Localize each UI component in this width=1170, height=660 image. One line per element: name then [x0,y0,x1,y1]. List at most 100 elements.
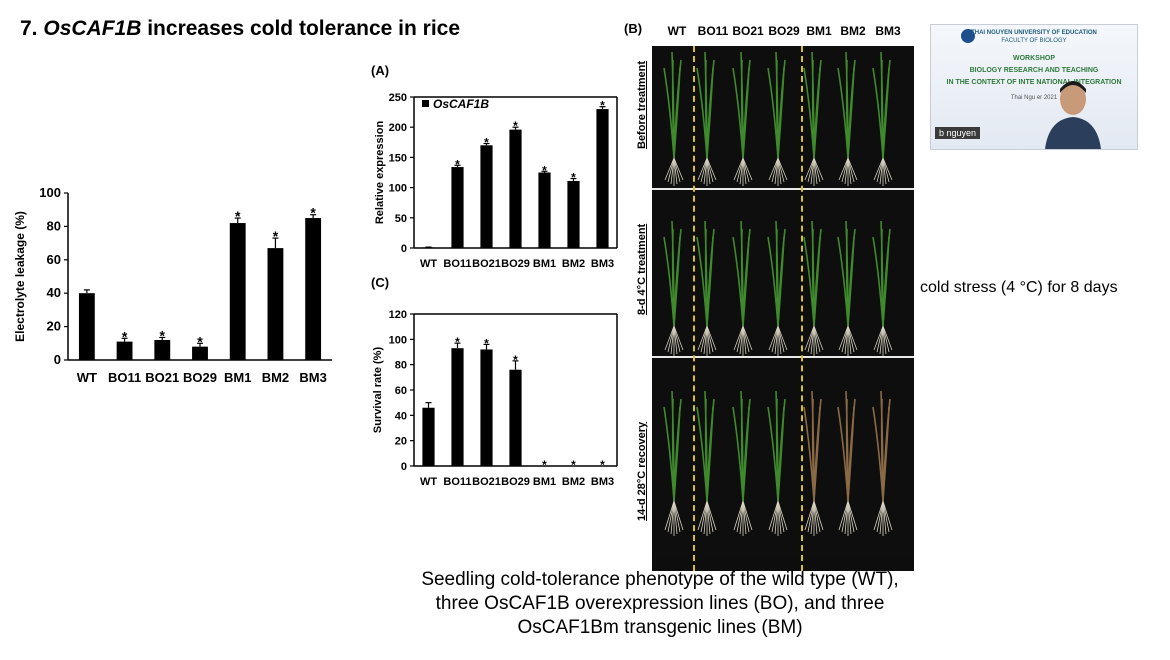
category-label-wt: WT [420,476,437,488]
seedling-root [768,157,779,181]
row-label-cold: 8-d 4°C treatment [636,223,648,315]
bar-wt [422,407,435,466]
seedling-root [706,325,714,353]
seedling-leaf [742,236,750,327]
seedling-group [696,220,717,356]
bar-bo11 [451,348,464,466]
video-call-overlay[interactable]: THAI NGUYEN UNIVERSITY OF EDUCATION FACU… [930,24,1138,150]
seedling-leaf [882,67,890,159]
seedling-group [732,220,753,356]
presenter-avatar [1045,81,1101,149]
category-label-bo21: BO21 [145,370,179,385]
category-label-wt: WT [420,258,437,270]
seedling-root [774,325,779,355]
title-prefix: 7. [20,17,44,40]
significance-star: * [571,171,576,185]
seedling-group [732,390,753,536]
seedling-root [844,500,849,535]
seedling-root [700,325,708,353]
seedling-root [742,157,753,181]
category-label-bm1: BM1 [533,476,556,488]
y-tick-label: 100 [39,185,61,200]
row-label-recovery: 14-d 28°C recovery [636,421,648,521]
y-tick-label: 120 [389,309,407,321]
seedling-root [847,500,852,535]
seedling-root [777,325,782,355]
y-tick-label: 100 [389,183,407,195]
significance-star: * [310,205,316,221]
seedling-root [804,325,815,351]
seedling-leaf [706,67,714,159]
legend-label: OsCAF1B [433,97,489,111]
seedling-leaf [813,67,821,159]
seedling-root [742,325,753,351]
seedling-leaf [882,406,890,502]
title-gene: OsCAF1B [43,17,142,40]
seedling-root [838,157,849,181]
seedling-root [879,500,884,535]
seedling-root [838,325,849,351]
y-tick-label: 20 [395,436,407,448]
col-head-bo11: BO11 [697,24,729,38]
seedling-group [837,220,858,356]
seedling-group [663,390,684,536]
significance-star: * [197,333,203,349]
seedling-root [664,500,675,531]
seedling-root [673,157,678,185]
seedling-root [810,157,815,185]
significance-star: * [484,336,489,350]
seedling-root [844,157,849,185]
y-tick-label: 20 [47,319,61,334]
significance-star: * [484,136,489,150]
seedling-root [670,325,675,355]
seedling-root [810,325,815,355]
category-label-bm2: BM2 [262,370,289,385]
y-tick-label: 80 [395,360,407,372]
bar-wt [78,293,95,360]
bar-bo21 [480,145,493,248]
video-line-1: THAI NGUYEN UNIVERSITY OF EDUCATION [971,30,1097,36]
seedling-root [667,325,675,353]
seedling-root [736,500,744,533]
seedling-root [841,500,849,533]
seedling-root [876,325,884,353]
seedling-root [771,325,779,353]
col-head-bm2: BM2 [840,24,866,38]
seedling-root [847,325,852,355]
significance-star: * [542,163,547,177]
seedling-group [696,390,717,536]
category-label-bm2: BM2 [562,476,585,488]
significance-star: * [600,99,605,113]
seedling-group [663,51,684,186]
seedling-root [706,157,717,181]
video-line-2: FACULTY OF BIOLOGY [1001,38,1067,44]
seedling-root [847,157,858,181]
seedling-leaf [673,236,681,327]
seedling-root [706,325,711,355]
significance-star: * [455,157,460,171]
seedling-root [813,157,818,185]
seedling-leaf [706,406,714,502]
seedling-root [873,325,884,351]
seedling-root [882,500,893,531]
seedling-root [813,500,824,531]
seedling-root [768,500,779,531]
seedling-root [882,157,890,183]
seedling-root [673,325,684,351]
significance-star: * [235,208,241,224]
category-label-bo29: BO29 [501,258,530,270]
seedling-root [882,325,890,353]
significance-star: * [571,458,576,472]
seedling-group [696,51,717,186]
seedling-root [733,325,744,351]
bar-bo29 [509,369,522,466]
seedling-root [706,157,711,185]
seedling-root [807,500,815,533]
seedling-group [803,220,824,356]
y-tick-label: 200 [389,122,407,134]
category-label-bo11: BO11 [443,476,471,488]
seedling-root [847,500,855,533]
seedling-root [673,500,684,531]
seedling-group [767,390,788,536]
bar-bm3 [596,109,609,248]
